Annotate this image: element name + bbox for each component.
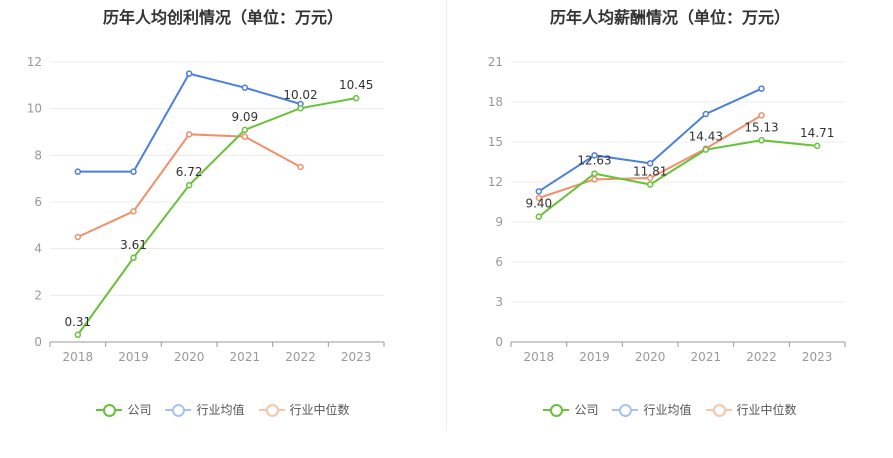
legend-item-industry-avg[interactable]: 行业均值 <box>612 401 692 418</box>
legend-marker-icon <box>96 403 123 417</box>
data-label: 14.43 <box>689 130 723 144</box>
panel-divider <box>446 0 447 430</box>
data-label: 9.09 <box>231 110 258 124</box>
y-tick-label: 6 <box>34 195 42 209</box>
y-tick-label: 4 <box>34 242 42 256</box>
series-industry-median-point[interactable] <box>758 112 765 119</box>
y-tick-label: 2 <box>34 288 42 302</box>
series-industry-avg-point[interactable] <box>591 152 598 159</box>
series-industry-median-point[interactable] <box>130 208 137 215</box>
series-company-point[interactable] <box>646 181 654 188</box>
data-label: 14.71 <box>800 126 834 140</box>
legend-label: 行业中位数 <box>736 403 797 417</box>
chart-title: 历年人均薪酬情况（单位：万元） <box>549 8 790 27</box>
x-tick-label: 2021 <box>230 350 261 364</box>
series-industry-avg-point[interactable] <box>241 84 249 91</box>
y-tick-label: 0 <box>34 335 42 349</box>
data-label: 10.45 <box>339 78 373 92</box>
y-tick-label: 3 <box>495 295 503 309</box>
profit-line-chart: 0 2 4 6 8 10 12 2018 2019 2020 2021 2022 2023 0.31 3.6… <box>27 55 385 364</box>
x-tick-label: 2022 <box>285 350 316 364</box>
series-industry-avg-point[interactable] <box>702 110 710 118</box>
y-tick-label: 12 <box>488 175 503 189</box>
series-industry-median-point[interactable] <box>74 233 82 241</box>
data-label: 12.63 <box>577 154 611 168</box>
legend-label: 行业均值 <box>643 403 692 417</box>
y-tick-label: 10 <box>27 102 42 116</box>
legend-marker-icon <box>543 403 570 417</box>
series-company-point[interactable] <box>702 146 710 153</box>
series-industry-avg-line <box>77 72 301 173</box>
series-company-point[interactable] <box>185 181 193 189</box>
y-tick-label: 21 <box>488 55 503 69</box>
series-company-point[interactable] <box>535 213 543 220</box>
legend-item-industry-avg[interactable]: 行业均值 <box>165 401 245 418</box>
data-label: 0.31 <box>64 315 91 329</box>
series-industry-avg-point[interactable] <box>185 70 193 77</box>
chart-legend: 公司 行业均值 行业中位数 <box>0 401 446 418</box>
legend-marker-icon <box>165 403 192 417</box>
y-tick-label: 0 <box>495 335 503 349</box>
series-company-point[interactable] <box>130 254 137 262</box>
series-industry-avg-point[interactable] <box>646 160 654 167</box>
legend-marker-icon <box>612 403 639 417</box>
series-company-point[interactable] <box>591 170 598 177</box>
series-company-line <box>77 97 357 336</box>
series-industry-avg-point[interactable] <box>535 188 543 195</box>
series-industry-median-point[interactable] <box>241 133 249 140</box>
series-company-point[interactable] <box>813 142 821 150</box>
series-industry-avg-point[interactable] <box>130 168 137 175</box>
series-industry-median-point[interactable] <box>591 176 598 183</box>
series-industry-avg-point[interactable] <box>758 85 765 92</box>
y-tick-label: 15 <box>488 135 503 149</box>
series-industry-avg-point[interactable] <box>74 168 82 175</box>
series-company-point[interactable] <box>74 331 82 339</box>
data-label: 9.40 <box>525 197 552 211</box>
salary-chart-panel: 历年人均薪酬情况（单位：万元） 0 3 6 9 12 15 18 21 2018 2019 2020… <box>447 0 893 458</box>
legend-item-industry-median[interactable]: 行业中位数 <box>705 401 797 418</box>
data-label: 10.02 <box>283 88 317 102</box>
x-tick-label: 2023 <box>341 350 372 364</box>
x-tick-label: 2019 <box>579 350 610 364</box>
data-label: 15.13 <box>744 120 778 134</box>
legend-label: 公司 <box>127 403 152 417</box>
data-label: 3.61 <box>120 238 147 252</box>
x-tick-label: 2020 <box>635 350 666 364</box>
series-company-point[interactable] <box>297 104 304 112</box>
legend-item-industry-median[interactable]: 行业中位数 <box>258 401 350 418</box>
y-tick-label: 6 <box>495 255 503 269</box>
legend-item-company[interactable]: 公司 <box>543 401 598 418</box>
x-tick-label: 2022 <box>746 350 777 364</box>
y-tick-label: 18 <box>488 95 503 109</box>
profit-chart-panel: 历年人均创利情况（单位：万元） 0 2 4 6 8 10 12 2018 2019 2020 202… <box>0 0 446 458</box>
y-tick-label: 12 <box>27 55 42 69</box>
legend-marker-icon <box>258 403 285 417</box>
chart-legend: 公司 行业均值 行业中位数 <box>447 401 893 418</box>
series-industry-median-point[interactable] <box>535 194 543 202</box>
x-tick-label: 2018 <box>63 350 94 364</box>
series-industry-median-point[interactable] <box>185 131 193 138</box>
series-company-point[interactable] <box>241 126 249 134</box>
chart-title: 历年人均创利情况（单位：万元） <box>102 8 343 27</box>
salary-line-chart: 0 3 6 9 12 15 18 21 2018 2019 2020 2021 2022 2023 9.40… <box>488 55 846 364</box>
y-tick-label: 8 <box>34 148 42 162</box>
legend-label: 公司 <box>574 403 599 417</box>
x-tick-label: 2019 <box>118 350 149 364</box>
data-label: 6.72 <box>176 165 203 179</box>
legend-item-company[interactable]: 公司 <box>96 401 151 418</box>
series-industry-median-point[interactable] <box>297 163 304 171</box>
series-industry-median-point[interactable] <box>646 174 654 182</box>
series-company-point[interactable] <box>758 137 765 144</box>
legend-marker-icon <box>705 403 732 417</box>
legend-label: 行业中位数 <box>289 403 350 417</box>
legend-label: 行业均值 <box>196 403 245 417</box>
x-tick-label: 2020 <box>174 350 205 364</box>
data-label: 11.81 <box>633 165 667 179</box>
x-tick-label: 2023 <box>802 350 833 364</box>
x-tick-label: 2018 <box>524 350 555 364</box>
y-tick-label: 9 <box>495 215 503 229</box>
series-company-line <box>538 139 818 218</box>
x-tick-label: 2021 <box>691 350 722 364</box>
series-company-point[interactable] <box>352 94 360 102</box>
